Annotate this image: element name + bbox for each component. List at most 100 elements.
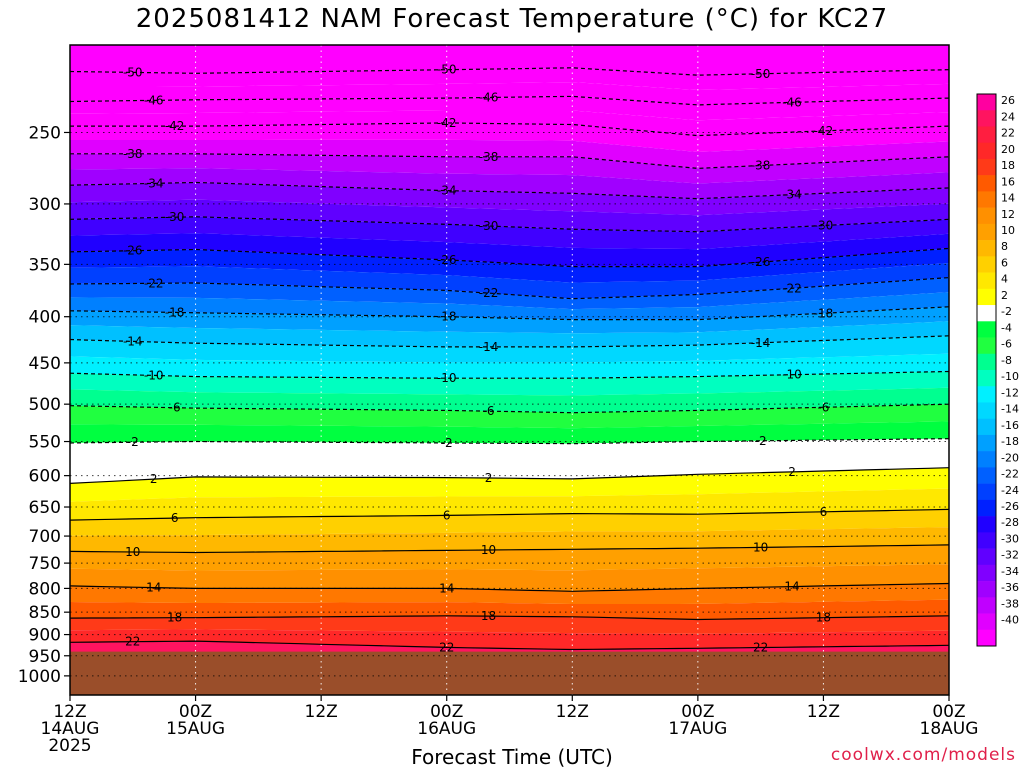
colorbar-swatch	[977, 305, 996, 322]
below-ground-area	[70, 651, 949, 695]
isotherm-label: -6	[483, 404, 495, 418]
temperature-band	[70, 110, 949, 136]
isotherm-label: 2	[150, 472, 158, 486]
x-tick-label: 2025	[48, 736, 91, 756]
temperature-band	[70, 335, 949, 363]
colorbar-swatch	[977, 402, 996, 420]
colorbar-label: 10	[1001, 224, 1015, 237]
isotherm-label: 18	[481, 609, 496, 623]
isotherm-label: -22	[479, 286, 499, 300]
temperature-band	[70, 67, 949, 90]
colorbar-label: -34	[1001, 565, 1019, 578]
colorbar-swatch	[977, 581, 996, 598]
isotherm-label: 6	[443, 508, 451, 522]
isotherm-label: -50	[437, 63, 457, 77]
y-tick-label: 750	[29, 554, 61, 574]
x-tick-label: 12Z	[807, 702, 840, 722]
isotherm-labels: -50 -50 -50-46 -46 -46-42 -42-42-38 -38-38-34-…	[123, 63, 834, 655]
colorbar-swatch	[977, 516, 996, 533]
isotherm-label: -10	[782, 368, 802, 382]
temperature-band	[70, 527, 949, 553]
temperature-band	[70, 199, 949, 232]
x-tick-label: 00Z	[430, 702, 463, 722]
temperature-band	[70, 233, 949, 267]
isotherm-label: 14	[146, 581, 161, 595]
colorbar-label: -36	[1001, 581, 1019, 594]
colorbar-swatch	[977, 321, 996, 338]
colorbar-label: 20	[1001, 143, 1015, 156]
colorbar-label: -14	[1001, 403, 1019, 416]
isotherm-label: 10	[753, 540, 768, 554]
isotherm-label: 6	[171, 511, 179, 525]
isotherm-label: -10	[437, 371, 457, 385]
colorbar: 26 24 22 20 18 16 14 12 10 8 6 4 2 -2 -4 -6 -8 -10 -12 -14 -…	[976, 93, 1019, 647]
colorbar-swatch	[977, 240, 996, 257]
temperature-band	[70, 122, 949, 152]
colorbar-label: 26	[1001, 94, 1015, 107]
temperature-band	[70, 509, 949, 536]
isotherm-label: 2	[788, 465, 796, 479]
colorbar-swatch	[977, 370, 996, 387]
isotherm-label: -30	[479, 219, 499, 233]
colorbar-swatch	[977, 110, 996, 127]
y-tick-label: 600	[29, 467, 61, 487]
colorbar-label: -26	[1001, 500, 1019, 513]
colorbar-label: -12	[1001, 386, 1019, 399]
temperature-band	[70, 615, 949, 634]
x-tick-label: 12Z	[556, 702, 589, 722]
temperature-band	[70, 306, 949, 334]
isotherm-label: -6	[817, 400, 829, 414]
temperature-band	[70, 387, 949, 413]
isotherm-label: -14	[479, 340, 499, 354]
isotherm-label: -30	[814, 219, 834, 233]
colorbar-swatch	[977, 451, 996, 468]
temperature-band	[70, 544, 949, 571]
colorbar-label: -24	[1001, 484, 1019, 497]
temperature-band	[70, 82, 949, 105]
colorbar-label: -20	[1001, 451, 1019, 464]
isotherm-label: -22	[782, 281, 802, 295]
colorbar-swatch	[977, 548, 996, 566]
colorbar-label: -10	[1001, 370, 1019, 383]
colorbar-swatch	[977, 142, 996, 160]
isotherm-line	[70, 467, 949, 484]
isotherm-line	[70, 582, 949, 592]
isotherm-label: 6	[820, 505, 828, 519]
isotherm-contours	[70, 67, 949, 651]
isotherm-label: 18	[167, 611, 182, 625]
temperature-band	[70, 182, 949, 216]
x-tick-label: 12Z	[53, 702, 86, 722]
colorbar-swatch	[977, 597, 996, 614]
temperature-band	[70, 96, 949, 121]
isotherm-label: -50	[123, 65, 143, 79]
isotherm-label: -46	[479, 91, 499, 105]
colorbar-swatch	[977, 418, 996, 436]
colorbar-swatch	[977, 158, 996, 176]
colorbar-swatch	[977, 223, 996, 241]
y-tick-label: 350	[29, 255, 61, 275]
isotherm-label: 22	[753, 641, 768, 655]
isotherm-line	[70, 544, 949, 554]
x-tick-label: 00Z	[179, 702, 212, 722]
x-tick-label: 17AUG	[668, 719, 727, 739]
colorbar-swatch	[977, 288, 996, 306]
source-credit: coolwx.com/models	[830, 745, 1016, 765]
temperature-band	[70, 263, 949, 299]
colorbar-swatch	[977, 532, 996, 549]
isotherm-label: -14	[123, 334, 143, 348]
temperature-band	[70, 488, 949, 521]
colorbar-swatch	[977, 207, 996, 225]
temperature-band	[70, 292, 949, 320]
colorbar-label: -18	[1001, 435, 1019, 448]
x-tick-label: 00Z	[681, 702, 714, 722]
x-tick-label: 14AUG	[41, 719, 100, 739]
ground-fill	[70, 651, 949, 695]
colorbar-swatch	[977, 629, 996, 647]
isotherm-label: -46	[144, 93, 164, 107]
y-tick-label: 550	[29, 433, 61, 453]
y-tick-label: 450	[29, 354, 61, 374]
colorbar-label: -28	[1001, 516, 1019, 529]
temperature-band	[70, 139, 949, 169]
colorbar-label: -30	[1001, 532, 1019, 545]
